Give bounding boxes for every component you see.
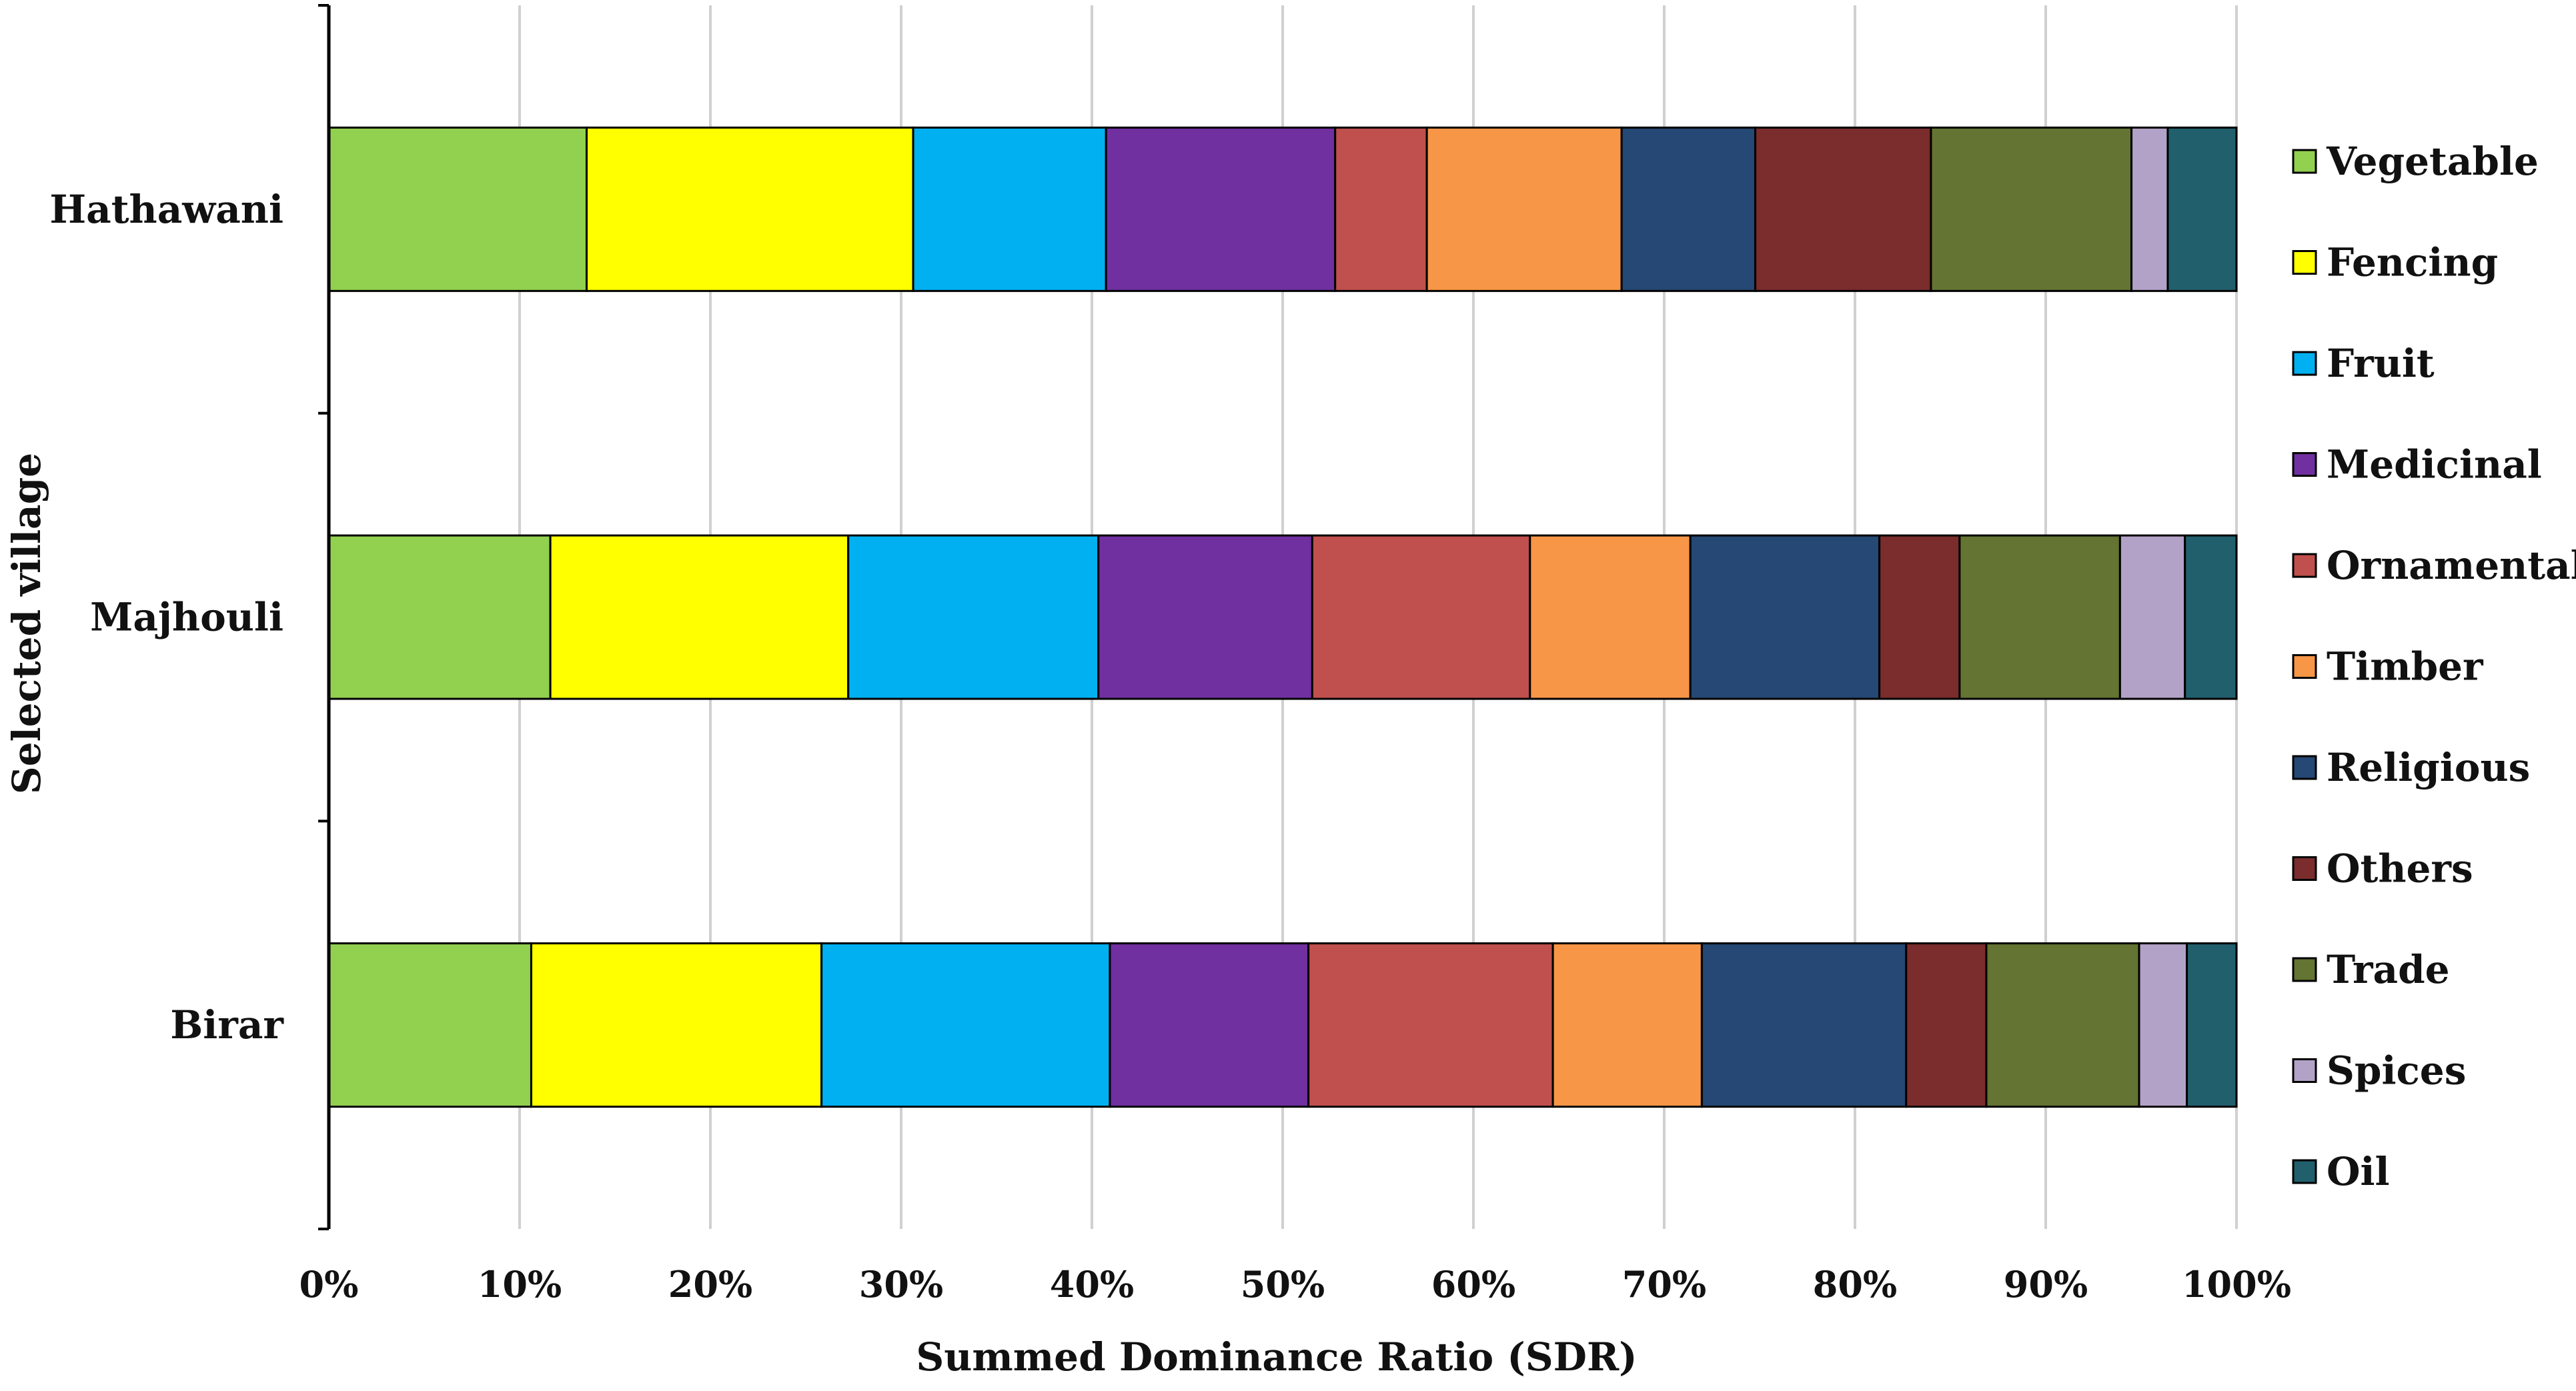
legend-item: Religious (2292, 745, 2530, 790)
bar-segment (1958, 534, 2121, 700)
bar-segment (2138, 942, 2188, 1108)
legend-swatch (2292, 149, 2317, 174)
bar-segment (1334, 126, 1428, 292)
legend-item: Trade (2292, 947, 2450, 992)
legend-swatch (2292, 351, 2317, 376)
x-tick-label: 90% (2004, 1263, 2088, 1306)
legend-label: Spices (2327, 1048, 2466, 1094)
bar-segment (1529, 534, 1692, 700)
bar-segment (2130, 126, 2169, 292)
bar-segment (1754, 126, 1932, 292)
legend-label: Trade (2327, 947, 2450, 992)
x-tick-labels: 0% 10% 20% 30% 40% 50% 60% 70% 80% 90% 100% (299, 1263, 2291, 1306)
legend-label: Vegetable (2326, 139, 2539, 184)
x-tick-label: 50% (1241, 1263, 1325, 1306)
bar-segment (328, 942, 532, 1108)
legend-swatch (2292, 856, 2317, 881)
x-axis-title: Summed Dominance Ratio (SDR) (916, 1334, 1637, 1380)
legend-item: Fencing (2292, 240, 2498, 285)
bar-segment (1551, 942, 1703, 1108)
legend-item: Timber (2292, 644, 2484, 689)
legend-item: Spices (2292, 1048, 2466, 1094)
bar-segment (1985, 942, 2140, 1108)
legend-swatch (2292, 755, 2317, 780)
bar-segment (1878, 534, 1961, 700)
bar-segment (2184, 534, 2238, 700)
bar-segment (1620, 126, 1757, 292)
legend-item: Medicinal (2292, 442, 2542, 487)
legend-label: Religious (2327, 745, 2530, 790)
legend-label: Fencing (2327, 240, 2498, 285)
bar-segment (1425, 126, 1623, 292)
bar-segment (847, 534, 1100, 700)
bar-segment (2166, 126, 2238, 292)
category-label: Majhouli (90, 595, 283, 640)
x-tick-label: 80% (1813, 1263, 1897, 1306)
legend-swatch (2292, 957, 2317, 982)
legend-item: Oil (2292, 1149, 2390, 1194)
x-tick-label: 40% (1050, 1263, 1134, 1306)
bar-segment (1930, 126, 2133, 292)
legend-label: Fruit (2327, 341, 2435, 386)
legend-label: Ornamental (2327, 543, 2576, 588)
legend-label: Oil (2327, 1149, 2390, 1194)
bars (328, 126, 2238, 1108)
legend-swatch (2292, 250, 2317, 275)
category-label: Birar (170, 1002, 284, 1048)
bar-segment (585, 126, 914, 292)
legend-swatch (2292, 1159, 2317, 1184)
legend: Vegetable Fencing Fruit Medicinal Ornamental… (2292, 139, 2576, 1194)
x-tick-label: 60% (1431, 1263, 1515, 1306)
bar-segment (1700, 942, 1908, 1108)
legend-item: Ornamental (2292, 543, 2576, 588)
legend-label: Medicinal (2327, 442, 2542, 487)
category-labels: Hathawani Majhouli Birar (49, 187, 284, 1048)
legend-swatch (2292, 452, 2317, 477)
bar-segment (1905, 942, 1988, 1108)
bar-segment (1311, 534, 1531, 700)
bar-segment (328, 126, 588, 292)
bar-segment (820, 942, 1111, 1108)
legend-item: Others (2292, 846, 2473, 892)
x-tick-label: 100% (2182, 1263, 2291, 1306)
bar-segment (1689, 534, 1881, 700)
x-tick-label: 20% (668, 1263, 752, 1306)
x-tick-label: 70% (1622, 1263, 1706, 1306)
bar-segment (2186, 942, 2238, 1108)
legend-swatch (2292, 654, 2317, 679)
bar-segment (912, 126, 1107, 292)
category-label: Hathawani (49, 187, 283, 232)
y-axis-title: Selected village (4, 453, 49, 794)
legend-item: Vegetable (2292, 139, 2539, 184)
bar-segment (328, 534, 552, 700)
legend-swatch (2292, 553, 2317, 578)
x-tick-label: 0% (299, 1263, 359, 1306)
x-tick-label: 30% (859, 1263, 943, 1306)
bar-segment (1109, 942, 1310, 1108)
legend-label: Timber (2327, 644, 2484, 689)
bar-segment (530, 942, 823, 1108)
legend-swatch (2292, 1058, 2317, 1083)
bar-segment (549, 534, 850, 700)
bar-segment (1105, 126, 1337, 292)
bar-segment (2118, 534, 2186, 700)
x-tick-label: 10% (478, 1263, 562, 1306)
tick-marks (318, 4, 329, 1230)
legend-item: Fruit (2292, 341, 2435, 386)
legend-label: Others (2327, 846, 2473, 892)
bar-segment (1097, 534, 1313, 700)
bar-segment (1307, 942, 1554, 1108)
